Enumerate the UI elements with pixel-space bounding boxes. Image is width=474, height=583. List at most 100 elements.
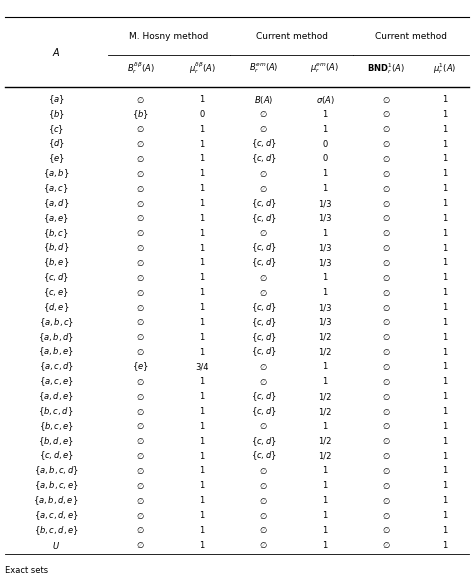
- Text: $\emptyset$: $\emptyset$: [137, 540, 145, 550]
- Text: 1: 1: [442, 318, 447, 327]
- Text: 1: 1: [200, 288, 205, 297]
- Text: $\emptyset$: $\emptyset$: [137, 199, 145, 209]
- Text: $\{d,e\}$: $\{d,e\}$: [43, 301, 69, 314]
- Text: 1/3: 1/3: [318, 318, 332, 327]
- Text: $\{a,e\}$: $\{a,e\}$: [43, 212, 69, 225]
- Text: $\emptyset$: $\emptyset$: [259, 525, 268, 535]
- Text: $B_r^{\delta\beta}(A)$: $B_r^{\delta\beta}(A)$: [127, 61, 155, 76]
- Text: $\{c,d\}$: $\{c,d\}$: [251, 331, 276, 343]
- Text: 1/3: 1/3: [318, 214, 332, 223]
- Text: $\emptyset$: $\emptyset$: [259, 287, 268, 298]
- Text: 1: 1: [200, 95, 205, 104]
- Text: $\emptyset$: $\emptyset$: [137, 466, 145, 476]
- Text: $\{c,d\}$: $\{c,d\}$: [251, 212, 276, 225]
- Text: 1: 1: [322, 229, 328, 238]
- Text: $\mu_r^1(A)$: $\mu_r^1(A)$: [433, 61, 456, 76]
- Text: $\{c,d\}$: $\{c,d\}$: [251, 405, 276, 418]
- Text: $\emptyset$: $\emptyset$: [137, 184, 145, 194]
- Text: 0: 0: [322, 154, 328, 163]
- Text: 1: 1: [200, 199, 205, 208]
- Text: $\emptyset$: $\emptyset$: [382, 511, 391, 521]
- Text: $\{c,d\}$: $\{c,d\}$: [43, 272, 69, 284]
- Text: $\{a\}$: $\{a\}$: [48, 93, 64, 106]
- Text: Exact sets: Exact sets: [5, 566, 48, 575]
- Text: $\{a,b,d,e\}$: $\{a,b,d,e\}$: [34, 494, 79, 507]
- Text: $\emptyset$: $\emptyset$: [137, 229, 145, 238]
- Text: $\emptyset$: $\emptyset$: [382, 525, 391, 535]
- Text: $\{b\}$: $\{b\}$: [132, 108, 149, 121]
- Text: $\{c\}$: $\{c\}$: [48, 123, 64, 136]
- Text: 1: 1: [200, 452, 205, 461]
- Text: 1: 1: [442, 95, 447, 104]
- Text: $\emptyset$: $\emptyset$: [382, 422, 391, 431]
- Text: 1: 1: [442, 288, 447, 297]
- Text: $\{a,b,e\}$: $\{a,b,e\}$: [38, 346, 74, 359]
- Text: 1: 1: [322, 482, 328, 490]
- Text: $\emptyset$: $\emptyset$: [137, 243, 145, 253]
- Text: $\{b,c,d,e\}$: $\{b,c,d,e\}$: [34, 524, 79, 537]
- Text: $\emptyset$: $\emptyset$: [382, 94, 391, 104]
- Text: 1: 1: [200, 154, 205, 163]
- Text: $\emptyset$: $\emptyset$: [137, 496, 145, 505]
- Text: 1: 1: [442, 199, 447, 208]
- Text: 1/3: 1/3: [318, 303, 332, 312]
- Text: $\sigma(A)$: $\sigma(A)$: [316, 93, 334, 106]
- Text: $\emptyset$: $\emptyset$: [137, 436, 145, 446]
- Text: $\{a,b,d\}$: $\{a,b,d\}$: [38, 331, 74, 343]
- Text: $\emptyset$: $\emptyset$: [382, 451, 391, 461]
- Text: 1: 1: [442, 363, 447, 371]
- Text: $\{b,d\}$: $\{b,d\}$: [43, 242, 70, 255]
- Text: $\emptyset$: $\emptyset$: [382, 540, 391, 550]
- Text: $\{c,d\}$: $\{c,d\}$: [251, 153, 276, 166]
- Text: $\mu_r^{em}(A)$: $\mu_r^{em}(A)$: [310, 62, 339, 75]
- Text: $\emptyset$: $\emptyset$: [137, 154, 145, 164]
- Text: 1: 1: [442, 154, 447, 163]
- Text: 1: 1: [442, 125, 447, 134]
- Text: 1: 1: [322, 526, 328, 535]
- Text: $\emptyset$: $\emptyset$: [137, 139, 145, 149]
- Text: 1: 1: [200, 466, 205, 476]
- Text: 1/2: 1/2: [318, 347, 332, 357]
- Text: 1: 1: [322, 273, 328, 282]
- Text: $\emptyset$: $\emptyset$: [259, 540, 268, 550]
- Text: $\emptyset$: $\emptyset$: [259, 184, 268, 194]
- Text: $\{a,b,c,d\}$: $\{a,b,c,d\}$: [34, 465, 79, 477]
- Text: $\{b\}$: $\{b\}$: [48, 108, 64, 121]
- Text: 1: 1: [442, 437, 447, 446]
- Text: 1: 1: [200, 229, 205, 238]
- Text: $\{a,b,c,e\}$: $\{a,b,c,e\}$: [34, 479, 79, 492]
- Text: $\{c,e\}$: $\{c,e\}$: [43, 286, 69, 299]
- Text: 0: 0: [322, 139, 328, 149]
- Text: 1: 1: [442, 407, 447, 416]
- Text: $\mathbf{BND}_r^1(A)$: $\mathbf{BND}_r^1(A)$: [367, 61, 405, 76]
- Text: 1: 1: [200, 139, 205, 149]
- Text: $\emptyset$: $\emptyset$: [382, 154, 391, 164]
- Text: 1: 1: [322, 422, 328, 431]
- Text: $\emptyset$: $\emptyset$: [137, 422, 145, 431]
- Text: 1: 1: [322, 184, 328, 193]
- Text: 1/2: 1/2: [318, 392, 332, 401]
- Text: $\emptyset$: $\emptyset$: [382, 139, 391, 149]
- Text: $\emptyset$: $\emptyset$: [137, 347, 145, 357]
- Text: $\{a,c,d\}$: $\{a,c,d\}$: [38, 361, 74, 373]
- Text: $\emptyset$: $\emptyset$: [382, 213, 391, 223]
- Text: 1/2: 1/2: [318, 452, 332, 461]
- Text: $\emptyset$: $\emptyset$: [382, 436, 391, 446]
- Text: 1: 1: [442, 110, 447, 119]
- Text: $\emptyset$: $\emptyset$: [382, 347, 391, 357]
- Text: $\emptyset$: $\emptyset$: [382, 287, 391, 298]
- Text: 1: 1: [442, 139, 447, 149]
- Text: 1: 1: [442, 333, 447, 342]
- Text: 1: 1: [322, 363, 328, 371]
- Text: $\{c,d\}$: $\{c,d\}$: [251, 449, 276, 462]
- Text: $\emptyset$: $\emptyset$: [382, 110, 391, 120]
- Text: $\{b,c\}$: $\{b,c\}$: [43, 227, 69, 240]
- Text: 1: 1: [200, 258, 205, 268]
- Text: 0: 0: [200, 110, 205, 119]
- Text: $\emptyset$: $\emptyset$: [137, 258, 145, 268]
- Text: $\emptyset$: $\emptyset$: [259, 124, 268, 134]
- Text: $\emptyset$: $\emptyset$: [137, 481, 145, 491]
- Text: $\emptyset$: $\emptyset$: [382, 317, 391, 328]
- Text: 1: 1: [322, 288, 328, 297]
- Text: 1: 1: [442, 377, 447, 387]
